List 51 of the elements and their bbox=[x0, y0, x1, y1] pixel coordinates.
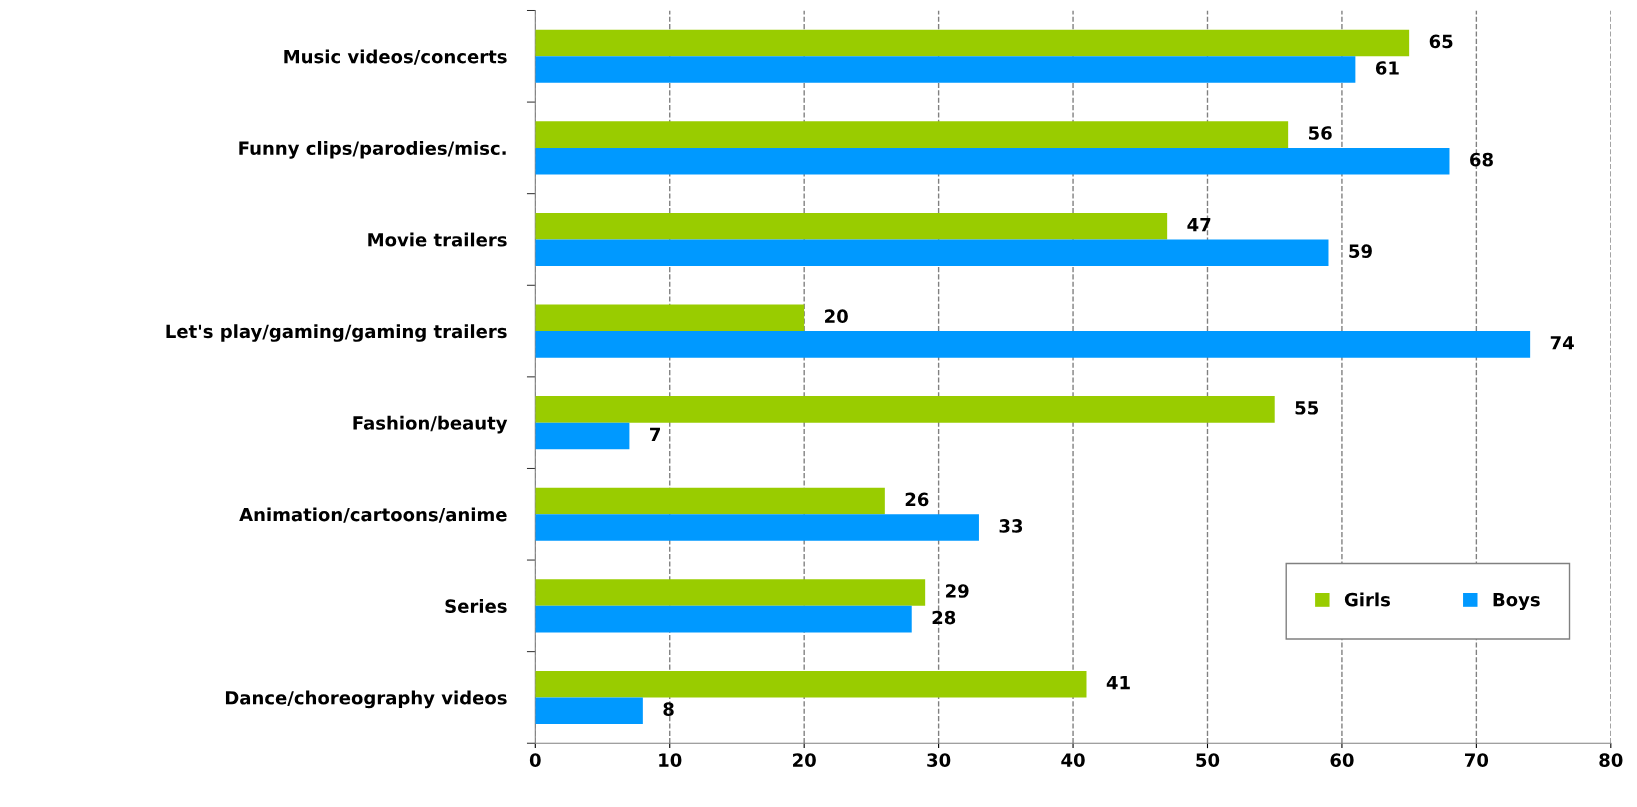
x-tick-label: 40 bbox=[1061, 753, 1085, 767]
data-label: 59 bbox=[1349, 244, 1372, 258]
y-tick-label: Dance/choreography videos bbox=[225, 690, 507, 709]
data-label: 8 bbox=[663, 702, 674, 716]
bar bbox=[535, 396, 1275, 423]
data-label: 26 bbox=[905, 492, 929, 507]
data-label: 56 bbox=[1308, 126, 1332, 140]
bar bbox=[535, 579, 926, 606]
data-label: 29 bbox=[946, 584, 969, 598]
x-tick-label: 30 bbox=[927, 753, 951, 767]
y-tick-label: Fashion/beauty bbox=[353, 415, 508, 434]
y-tick-label: Series bbox=[445, 599, 507, 613]
data-label: 41 bbox=[1106, 675, 1130, 690]
bar bbox=[535, 121, 1289, 148]
data-label: 68 bbox=[1470, 152, 1493, 167]
bar bbox=[535, 422, 630, 450]
data-label: 33 bbox=[999, 519, 1023, 533]
bar bbox=[535, 605, 912, 633]
legend-label: Girls bbox=[1344, 592, 1390, 607]
x-tick-label: 0 bbox=[529, 753, 541, 767]
data-label: 28 bbox=[932, 610, 956, 625]
bar bbox=[535, 670, 1087, 698]
x-tick-label: 10 bbox=[659, 753, 682, 767]
bar bbox=[535, 147, 1450, 175]
data-label: 20 bbox=[825, 309, 848, 324]
y-tick-label: Animation/cartoons/anime bbox=[239, 507, 507, 523]
bar bbox=[535, 29, 1410, 57]
data-label: 65 bbox=[1429, 34, 1453, 49]
bar bbox=[535, 212, 1168, 240]
data-label: 47 bbox=[1187, 218, 1211, 232]
y-tick-label: Movie trailers bbox=[368, 232, 507, 247]
x-tick-label: 60 bbox=[1330, 753, 1354, 767]
data-label: 61 bbox=[1375, 61, 1399, 75]
y-tick-label: Music videos/concerts bbox=[284, 49, 507, 65]
x-tick-label: 20 bbox=[793, 753, 816, 767]
bar bbox=[535, 331, 1531, 358]
data-label: 7 bbox=[650, 427, 660, 441]
y-tick-label: Funny clips/parodies/misc. bbox=[239, 141, 506, 159]
x-tick-label: 80 bbox=[1599, 753, 1623, 767]
bar bbox=[535, 514, 979, 541]
bar bbox=[535, 56, 1356, 83]
bar bbox=[535, 487, 885, 515]
legend-label: Boys bbox=[1493, 593, 1540, 611]
y-tick-label: Let's play/gaming/gaming trailers bbox=[166, 324, 507, 342]
bar bbox=[535, 304, 805, 332]
x-tick-label: 70 bbox=[1465, 753, 1489, 767]
x-tick-label: 50 bbox=[1196, 753, 1220, 767]
data-label: 55 bbox=[1295, 401, 1319, 415]
bar bbox=[535, 239, 1329, 267]
data-label: 74 bbox=[1550, 336, 1574, 350]
bar bbox=[535, 697, 643, 725]
